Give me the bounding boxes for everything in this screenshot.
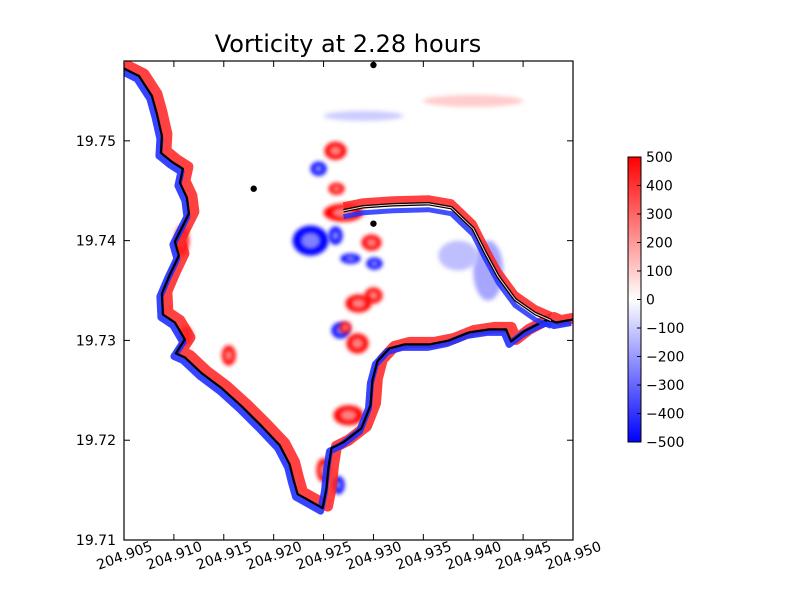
- vortex-core: [331, 230, 340, 241]
- colorbar-tick-label: −200: [646, 350, 684, 366]
- vortex-core: [340, 409, 357, 421]
- y-tick-label: 19.71: [76, 533, 116, 549]
- colorbar-tick-label: −100: [646, 321, 684, 337]
- vortex-core: [345, 255, 356, 262]
- x-tick-label: 204.925: [294, 539, 354, 574]
- plot-frame: [123, 60, 574, 541]
- vortex-core: [370, 260, 379, 267]
- breakwater-shear-positive: [342, 195, 553, 319]
- x-tick-label: 204.910: [145, 539, 205, 574]
- colorbar-tick-label: −300: [646, 378, 684, 394]
- x-tick-label: 204.945: [494, 539, 554, 574]
- x-tick-label: 204.935: [394, 539, 454, 574]
- vortex-core: [351, 337, 364, 349]
- x-tick-label: 204.950: [544, 539, 604, 574]
- vortex-patch: [423, 94, 524, 107]
- vortex-core: [365, 238, 377, 248]
- colorbar-tick-label: −400: [646, 407, 684, 423]
- vortex-core: [329, 145, 342, 156]
- gauge-point: [250, 185, 257, 192]
- colorbar-tick-label: 300: [646, 207, 673, 223]
- breakwater-inner: [343, 203, 552, 321]
- vortex-core: [342, 324, 349, 331]
- colorbar-tick-label: 200: [646, 236, 673, 252]
- coastal-shear-negative: [124, 68, 572, 515]
- colorbar-tick-label: 500: [646, 150, 673, 166]
- vortex-core: [314, 164, 323, 173]
- colorbar-tick-label: 0: [646, 293, 655, 309]
- coastline-layer: [124, 61, 573, 515]
- chart-title: Vorticity at 2.28 hours: [215, 30, 482, 58]
- y-tick-label: 19.75: [76, 134, 116, 150]
- vortex-core: [300, 232, 321, 249]
- gauge-point: [370, 220, 377, 227]
- y-tick-label: 19.72: [76, 433, 116, 449]
- vortex-core: [332, 185, 341, 193]
- vortex-patch: [438, 240, 479, 271]
- colorbar-ticks: 500 400 300 200 100 0 −100 −200 −300 −400 −500: [637, 150, 684, 451]
- y-tick-label: 19.74: [76, 234, 116, 250]
- x-tick-label: 204.940: [444, 539, 504, 574]
- colorbar-tick-label: 100: [646, 264, 673, 280]
- vortex-core: [224, 349, 233, 361]
- vortex-core: [351, 298, 366, 309]
- vortex-core: [368, 291, 379, 300]
- y-axis: 19.71 19.72 19.73 19.74 19.75: [76, 134, 573, 549]
- x-tick-label: 204.930: [344, 539, 404, 574]
- colorbar-tick-label: −500: [646, 435, 684, 451]
- vortex-patch: [323, 110, 404, 121]
- coastline: [124, 67, 573, 510]
- y-tick-label: 19.73: [76, 333, 116, 349]
- colorbar-tick-label: 400: [646, 179, 673, 195]
- breakwater-shear-negative: [343, 207, 553, 329]
- vortex-patch: [473, 240, 504, 301]
- x-tick-label: 204.915: [194, 539, 254, 574]
- x-tick-label: 204.920: [244, 539, 304, 574]
